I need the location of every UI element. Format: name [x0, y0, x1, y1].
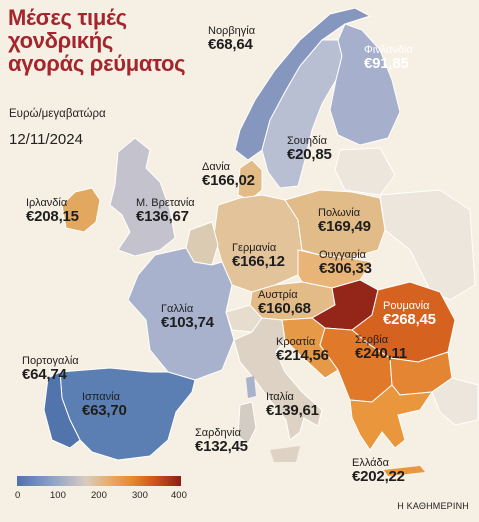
map-date: 12/11/2024: [9, 131, 83, 148]
label-norway-price: €68,64: [208, 36, 253, 53]
label-denmark-name: Δανία: [202, 161, 231, 173]
label-italy: Ιταλία €139,61: [266, 391, 319, 419]
label-portugal-price: €64,74: [22, 366, 67, 383]
label-sardinia: Σαρδηνία €132,45: [195, 427, 248, 455]
region-turkey: [431, 377, 479, 426]
label-france: Γαλλία €103,74: [161, 303, 214, 331]
label-germany-price: €166,12: [232, 253, 285, 270]
region-baltics: [334, 147, 396, 196]
label-greece-name: Ελλάδα: [352, 457, 390, 469]
label-sweden: Σουηδία €20,85: [287, 135, 332, 163]
label-serbia-price: €240,11: [355, 345, 407, 362]
label-croatia-price: €214,56: [276, 347, 329, 364]
label-croatia: Κροατία €214,56: [276, 336, 329, 364]
region-finland: [329, 23, 401, 146]
label-spain: Ισπανία €63,70: [82, 391, 127, 419]
region-greece: [349, 384, 433, 451]
label-greece-price: €202,22: [352, 468, 405, 485]
label-uk-name: Μ. Βρετανία: [136, 197, 195, 209]
legend-tick-200: 200: [91, 490, 107, 501]
label-norway: Νορβηγία €68,64: [208, 25, 255, 53]
map-subtitle: Ευρώ/μεγαβατώρα: [9, 108, 106, 120]
region-uk: [109, 137, 176, 257]
label-austria: Αυστρία €160,68: [258, 289, 311, 317]
label-portugal-name: Πορτογαλία: [22, 355, 79, 367]
label-uk: Μ. Βρετανία €136,67: [136, 197, 195, 225]
label-hungary-price: €306,33: [319, 260, 372, 277]
label-austria-price: €160,68: [258, 300, 311, 317]
label-denmark: Δανία €166,02: [202, 161, 255, 189]
map-title: Μέσες τιμές χονδρικής αγοράς ρεύματος: [8, 5, 186, 76]
label-ireland-price: €208,15: [26, 208, 79, 225]
label-ireland-name: Ιρλανδία: [26, 197, 68, 209]
label-sweden-price: €20,85: [287, 146, 332, 163]
label-greece: Ελλάδα €202,22: [352, 457, 405, 485]
label-france-name: Γαλλία: [161, 303, 194, 315]
label-uk-price: €136,67: [136, 208, 189, 225]
label-sweden-name: Σουηδία: [287, 135, 327, 147]
label-finland-name: Φινλανδία: [364, 44, 413, 56]
legend-tick-400: 400: [171, 490, 187, 501]
region-italy: [233, 317, 323, 441]
label-germany: Γερμανία €166,12: [232, 242, 285, 270]
region-belarus-ukraine: [379, 189, 476, 301]
label-finland: Φινλανδία €91,85: [364, 44, 413, 72]
credit-line: Η ΚΑΘΗΜΕΡΙΝΗ: [397, 501, 469, 511]
legend-tick-300: 300: [132, 490, 148, 501]
label-romania-price: €268,45: [383, 311, 436, 328]
label-france-price: €103,74: [161, 314, 214, 331]
label-poland-name: Πολωνία: [318, 207, 361, 219]
label-austria-name: Αυστρία: [258, 289, 298, 301]
legend-bar: [17, 476, 181, 486]
label-romania: Ρουμανία €268,45: [383, 300, 436, 328]
region-crete: [384, 466, 425, 476]
label-serbia: Σερβία €240,11: [355, 334, 407, 362]
region-denmark: [237, 159, 263, 201]
label-hungary-name: Ουγγαρία: [319, 249, 366, 261]
region-france: [127, 247, 235, 381]
label-poland-price: €169,49: [318, 218, 371, 235]
label-italy-price: €139,61: [266, 402, 319, 419]
label-finland-price: €91,85: [364, 55, 409, 72]
label-croatia-name: Κροατία: [276, 336, 316, 348]
label-germany-name: Γερμανία: [232, 242, 277, 254]
region-norway: [234, 7, 372, 161]
label-norway-name: Νορβηγία: [208, 25, 256, 37]
region-corsica: [246, 376, 256, 398]
region-poland: [284, 189, 386, 259]
region-spain: [59, 367, 196, 461]
legend-tick-100: 100: [50, 490, 66, 501]
region-ireland: [61, 187, 101, 233]
label-hungary: Ουγγαρία €306,33: [319, 249, 372, 277]
region-portugal: [43, 371, 81, 449]
label-serbia-name: Σερβία: [355, 334, 389, 346]
label-spain-name: Ισπανία: [82, 391, 120, 403]
label-sardinia-price: €132,45: [195, 438, 248, 455]
label-ireland: Ιρλανδία €208,15: [26, 197, 79, 225]
label-denmark-price: €166,02: [202, 172, 255, 189]
label-poland: Πολωνία €169,49: [318, 207, 371, 235]
label-romania-name: Ρουμανία: [383, 300, 430, 312]
region-sardinia: [237, 401, 257, 445]
label-italy-name: Ιταλία: [266, 391, 294, 403]
label-portugal: Πορτογαλία €64,74: [22, 355, 79, 383]
legend-tick-0: 0: [15, 490, 21, 501]
label-spain-price: €63,70: [82, 402, 127, 419]
region-sicily: [270, 446, 300, 462]
label-sardinia-name: Σαρδηνία: [195, 427, 241, 439]
